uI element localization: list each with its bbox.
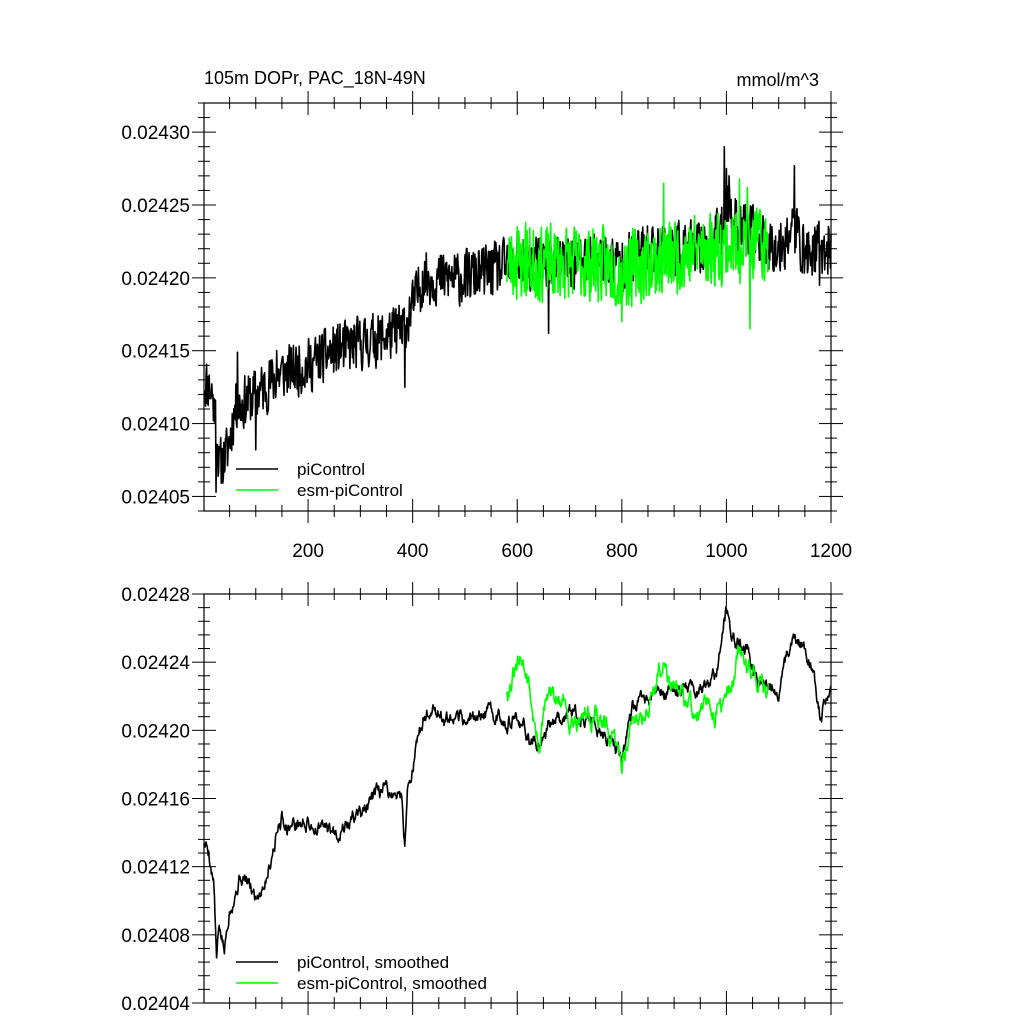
y-tick-label: 0.02420 [121,269,190,290]
x-tick-label: 1000 [705,541,747,562]
chart-units-label: mmol/m^3 [737,70,819,90]
y-tick-label: 0.02425 [121,196,190,217]
legend-label: esm-piControl [297,481,403,500]
picontrol-series-line [203,605,832,959]
x-tick-label: 800 [606,541,638,562]
y-tick-label: 0.02404 [121,994,190,1015]
y-tick-label: 0.02408 [121,926,190,947]
y-tick-label: 0.02430 [121,123,190,144]
chart-title: 105m DOPr, PAC_18N-49N [204,68,426,89]
esm-picontrol-series-line [505,644,770,775]
top-chart-panel: 105m DOPr, PAC_18N-49N mmol/m^3 200 400 60… [121,68,852,562]
picontrol-series-line [203,145,832,493]
legend: piControl esm-piControl [236,460,403,500]
y-tick-label: 0.02420 [121,721,190,742]
y-tick-label: 0.02412 [121,858,190,879]
x-tick-label: 400 [397,541,429,562]
y-tick-label: 0.02405 [121,487,190,508]
legend-label: piControl [297,460,365,479]
legend: piControl, smoothed esm-piControl, smooth… [236,953,487,993]
esm-picontrol-series-line [505,177,770,330]
y-tick-label: 0.02410 [121,415,190,436]
x-tick-label: 600 [501,541,533,562]
x-tick-label: 1200 [810,541,852,562]
y-tick-label: 0.02424 [121,653,190,674]
y-tick-label: 0.02416 [121,790,190,811]
series-layer [203,145,832,493]
x-tick-label: 200 [292,541,324,562]
y-tick-label: 0.02428 [121,585,190,606]
series-layer [203,605,832,959]
legend-label: esm-piControl, smoothed [297,974,487,993]
legend-label: piControl, smoothed [297,953,449,972]
y-tick-label: 0.02415 [121,342,190,363]
bottom-chart-panel: 0.02404 0.02408 0.02412 0.02416 0.02420 0.024… [121,582,843,1015]
axes-layer: 0.02404 0.02408 0.02412 0.02416 0.02420 0.024… [121,582,843,1015]
axes-layer: 200 400 600 800 1000 1200 0.02405 0.02410 0.0241… [121,91,852,562]
plot-frame [203,102,832,512]
